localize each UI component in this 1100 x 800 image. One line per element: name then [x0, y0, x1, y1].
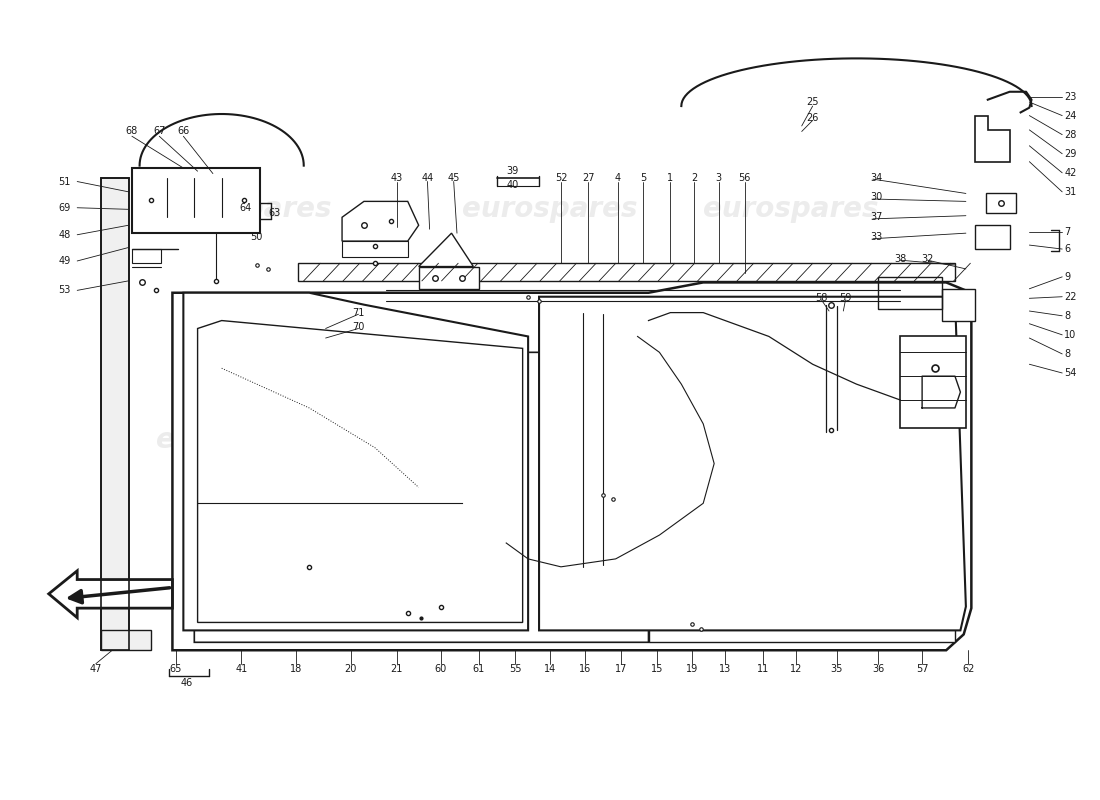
Polygon shape	[942, 289, 975, 321]
Text: 34: 34	[870, 173, 882, 182]
Polygon shape	[48, 571, 173, 618]
Polygon shape	[195, 329, 649, 642]
Text: 16: 16	[579, 663, 591, 674]
Text: 24: 24	[1065, 110, 1077, 121]
Text: eurospares: eurospares	[156, 195, 331, 223]
Text: 12: 12	[790, 663, 802, 674]
Text: 8: 8	[1065, 349, 1070, 359]
Polygon shape	[986, 194, 1016, 214]
Text: 57: 57	[916, 663, 928, 674]
Text: 54: 54	[1065, 368, 1077, 378]
Text: 62: 62	[961, 663, 975, 674]
Text: eurospares: eurospares	[462, 195, 638, 223]
Text: 69: 69	[58, 202, 70, 213]
Text: 36: 36	[872, 663, 884, 674]
Text: 65: 65	[169, 663, 182, 674]
Text: 6: 6	[1065, 244, 1070, 254]
Polygon shape	[539, 297, 966, 630]
Text: 19: 19	[686, 663, 698, 674]
Polygon shape	[975, 226, 1010, 249]
Polygon shape	[649, 337, 955, 642]
Text: 11: 11	[757, 663, 770, 674]
Text: 37: 37	[870, 212, 882, 222]
Text: 38: 38	[894, 254, 906, 263]
Polygon shape	[900, 337, 966, 428]
Text: 26: 26	[806, 113, 818, 123]
Text: 41: 41	[235, 663, 248, 674]
Text: 7: 7	[1065, 226, 1070, 237]
Text: 53: 53	[58, 286, 70, 295]
Text: 63: 63	[268, 207, 280, 218]
Text: eurospares: eurospares	[703, 426, 879, 454]
Polygon shape	[342, 241, 408, 257]
Polygon shape	[298, 263, 955, 281]
Text: 28: 28	[1065, 130, 1077, 140]
Text: 5: 5	[640, 173, 646, 182]
Polygon shape	[173, 282, 971, 650]
Text: 55: 55	[508, 663, 521, 674]
Text: 25: 25	[806, 97, 818, 107]
Text: eurospares: eurospares	[462, 426, 638, 454]
Text: 61: 61	[473, 663, 485, 674]
Text: 15: 15	[651, 663, 663, 674]
Text: 47: 47	[89, 663, 102, 674]
Text: eurospares: eurospares	[156, 426, 331, 454]
Text: 44: 44	[421, 173, 433, 182]
Text: 50: 50	[251, 232, 263, 242]
Polygon shape	[342, 202, 419, 241]
Polygon shape	[975, 115, 1010, 162]
Text: 70: 70	[352, 322, 365, 332]
Text: eurospares: eurospares	[703, 195, 879, 223]
Text: 51: 51	[58, 177, 70, 186]
Text: 66: 66	[177, 126, 189, 137]
Text: 48: 48	[58, 230, 70, 240]
Text: 40: 40	[507, 181, 519, 190]
Text: 60: 60	[434, 663, 447, 674]
Text: 3: 3	[715, 173, 722, 182]
Text: 32: 32	[922, 254, 934, 263]
Text: 52: 52	[554, 173, 568, 182]
Text: 30: 30	[870, 193, 882, 202]
Text: 27: 27	[582, 173, 595, 182]
Text: 21: 21	[390, 663, 403, 674]
Text: 35: 35	[830, 663, 843, 674]
Text: 10: 10	[1065, 330, 1077, 340]
Text: 39: 39	[507, 166, 519, 176]
Text: 46: 46	[180, 678, 192, 688]
Text: 4: 4	[615, 173, 620, 182]
Text: 29: 29	[1065, 149, 1077, 158]
Text: 14: 14	[543, 663, 557, 674]
Text: 49: 49	[58, 256, 70, 266]
Text: 56: 56	[738, 173, 751, 182]
Polygon shape	[419, 233, 473, 266]
Polygon shape	[101, 178, 129, 650]
Text: 64: 64	[240, 202, 252, 213]
Text: 45: 45	[448, 173, 460, 182]
Polygon shape	[101, 630, 151, 650]
Text: 33: 33	[870, 232, 882, 242]
Text: 43: 43	[390, 173, 403, 182]
Text: 31: 31	[1065, 187, 1077, 197]
Text: 67: 67	[153, 126, 165, 137]
Text: 68: 68	[125, 126, 138, 137]
Text: 13: 13	[719, 663, 732, 674]
Text: 17: 17	[615, 663, 627, 674]
Text: 9: 9	[1065, 272, 1070, 282]
Text: 71: 71	[352, 308, 365, 318]
Text: 58: 58	[815, 294, 827, 303]
Text: 42: 42	[1065, 168, 1077, 178]
Text: 18: 18	[290, 663, 303, 674]
Text: 1: 1	[668, 173, 673, 182]
Text: 2: 2	[691, 173, 697, 182]
Text: 22: 22	[1065, 292, 1077, 302]
Text: 23: 23	[1065, 91, 1077, 102]
Polygon shape	[184, 293, 528, 630]
Polygon shape	[132, 168, 260, 233]
Polygon shape	[419, 266, 478, 289]
Text: 8: 8	[1065, 310, 1070, 321]
Text: 59: 59	[839, 294, 851, 303]
Text: 20: 20	[344, 663, 358, 674]
